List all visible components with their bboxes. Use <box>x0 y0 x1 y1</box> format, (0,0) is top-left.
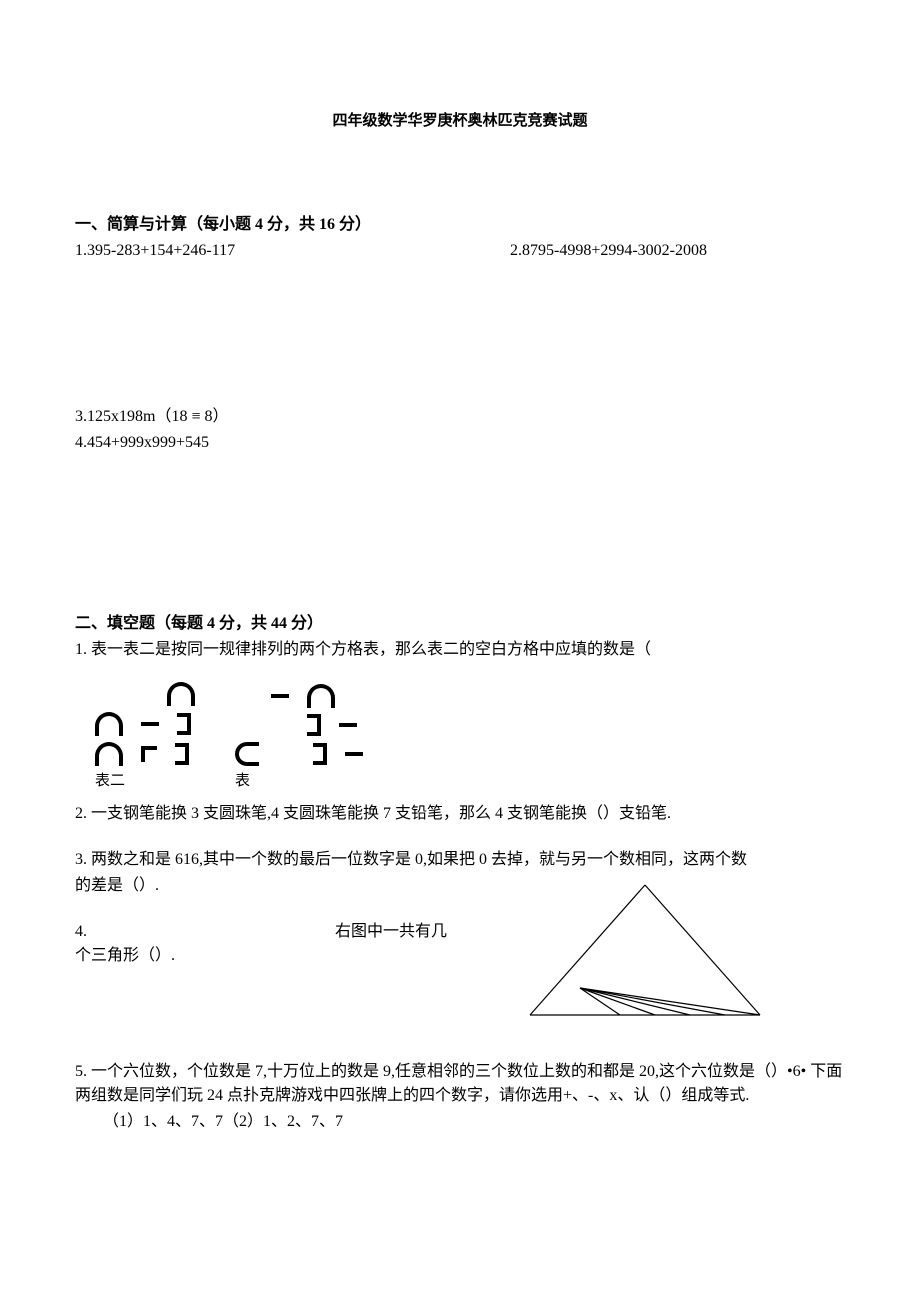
bracket-glyph <box>313 743 327 765</box>
glyph-grid-1 <box>95 682 195 766</box>
q2: 2.8795-4998+2994-3002-2008 <box>410 239 845 263</box>
bracket-glyph <box>177 713 191 735</box>
table-label-2: 表 <box>235 770 250 793</box>
section2-heading: 二、填空题（每题 4 分，共 44 分） <box>75 612 845 636</box>
dash-glyph <box>345 752 363 756</box>
q1-q2-row: 1.395-283+154+246-117 2.8795-4998+2994-3… <box>75 239 845 263</box>
fill-q5b: （1）1、4、7、7（2）1、2、7、7 <box>75 1110 845 1134</box>
triangle-diagram <box>525 880 765 1020</box>
q3: 3.125x198m（18 ≡ 8） <box>75 405 845 429</box>
dash-glyph <box>141 722 159 726</box>
section1-heading: 一、简算与计算（每小题 4 分，共 16 分） <box>75 213 845 237</box>
arch-glyph <box>307 684 335 708</box>
bracket-glyph <box>175 743 189 765</box>
fill-q4-text1: 右图中一共有几 <box>335 923 447 940</box>
q1: 1.395-283+154+246-117 <box>75 239 410 263</box>
c-glyph <box>235 742 259 766</box>
table-area: 表二 表 <box>95 682 845 793</box>
dash-glyph <box>339 723 357 727</box>
table-2-block: 表 <box>235 684 363 793</box>
fill-q4-num: 4. <box>75 923 87 940</box>
bracket-glyph <box>307 714 321 736</box>
fill-q4-wrap: 4. 右图中一共有几 个三角形（）. <box>75 920 845 1020</box>
fill-q5: 5. 一个六位数，个位数是 7,十万位上的数是 9,任意相邻的三个数位上数的和都… <box>75 1060 845 1108</box>
fill-q1: 1. 表一表二是按同一规律排列的两个方格表，那么表二的空白方格中应填的数是（ <box>75 638 845 662</box>
dash-glyph <box>271 694 289 698</box>
fill-q4-text2: 个三角形（）. <box>75 944 505 968</box>
arch-glyph <box>95 742 123 766</box>
fill-q2: 2. 一支钢笔能换 3 支圆珠笔,4 支圆珠笔能换 7 支铅笔，那么 4 支钢笔… <box>75 802 845 826</box>
q4: 4.454+999x999+545 <box>75 431 845 455</box>
arch-glyph <box>167 682 195 706</box>
glyph-grid-2 <box>235 684 363 766</box>
table-1-block: 表二 <box>95 682 195 793</box>
corner-glyph <box>141 746 157 762</box>
page-title: 四年级数学华罗庚杯奥林匹克竞赛试题 <box>75 110 845 133</box>
fill-q3a: 3. 两数之和是 616,其中一个数的最后一位数字是 0,如果把 0 去掉，就与… <box>75 848 845 872</box>
arch-glyph <box>95 712 123 736</box>
table-label-1: 表二 <box>95 770 125 793</box>
